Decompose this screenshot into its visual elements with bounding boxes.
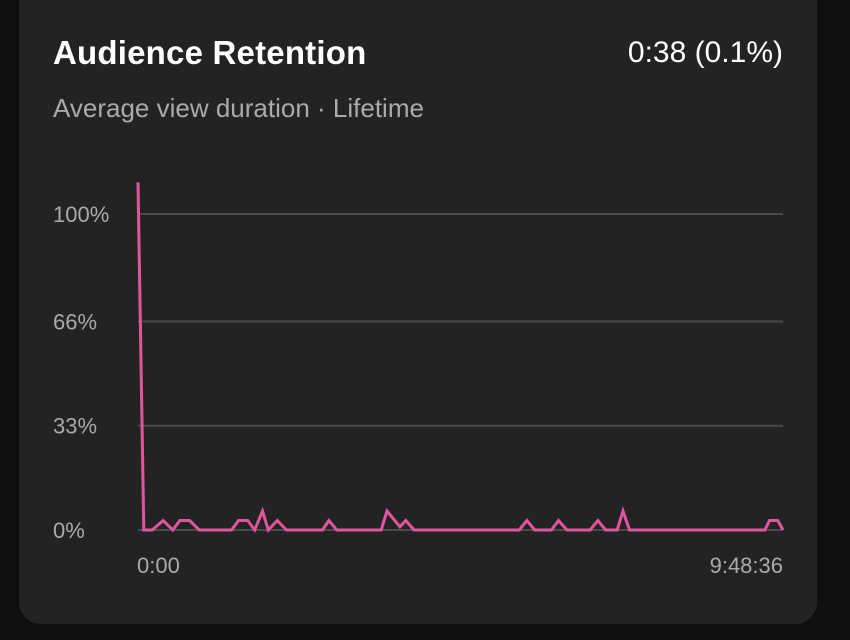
card-subtitle: Average view duration · Lifetime xyxy=(53,93,424,123)
card-title: Audience Retention xyxy=(53,34,367,71)
y-tick-label-66: 66% xyxy=(53,309,97,334)
retention-series-line-0 xyxy=(136,182,785,534)
retention-card xyxy=(19,0,817,624)
y-tick-label-100: 100% xyxy=(53,202,109,227)
x-tick-label-start: 0:00 xyxy=(137,553,180,578)
x-tick-label-end: 9:48:36 xyxy=(710,553,783,578)
y-tick-label-33: 33% xyxy=(53,414,97,439)
y-tick-label-0: 0% xyxy=(53,518,85,543)
average-view-duration-value: 0:38 (0.1%) xyxy=(627,36,783,69)
